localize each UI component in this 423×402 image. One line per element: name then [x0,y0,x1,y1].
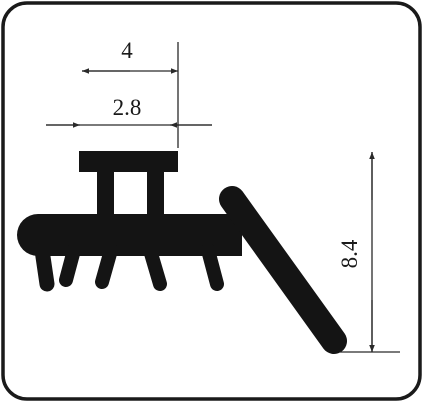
profile-fin-3 [143,243,167,291]
profile-lip [219,186,347,354]
profile-fin-1 [59,243,81,287]
seal-profile [17,151,347,354]
profile-neck-right [147,168,164,216]
dimension-top-width [82,42,179,148]
dimension-height [340,152,400,353]
height-label: 8.4 [337,239,362,268]
inner-width-label: 2.8 [113,95,142,120]
profile-neck-left [97,168,114,216]
profile-fin-4 [201,243,224,291]
profile-fin-2 [95,243,118,289]
top-width-label: 4 [121,38,133,63]
profile-top-cap [79,151,178,172]
profile-left-hook [34,242,55,292]
